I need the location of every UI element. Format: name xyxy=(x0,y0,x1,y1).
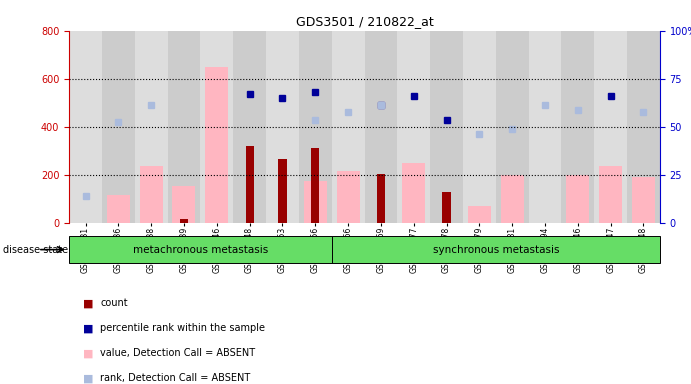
Bar xyxy=(107,195,130,223)
Bar xyxy=(173,185,196,223)
Bar xyxy=(594,31,627,223)
Bar xyxy=(463,31,495,223)
Bar xyxy=(364,31,397,223)
Bar xyxy=(102,31,135,223)
Text: value, Detection Call = ABSENT: value, Detection Call = ABSENT xyxy=(100,348,255,358)
Text: ■: ■ xyxy=(83,373,93,383)
Bar xyxy=(299,31,332,223)
Bar xyxy=(140,166,162,223)
Bar xyxy=(501,175,524,223)
FancyBboxPatch shape xyxy=(69,236,332,263)
Bar xyxy=(205,67,228,223)
Bar xyxy=(69,31,102,223)
Text: synchronous metastasis: synchronous metastasis xyxy=(433,245,559,255)
Bar xyxy=(311,148,319,223)
Title: GDS3501 / 210822_at: GDS3501 / 210822_at xyxy=(296,15,433,28)
Text: disease state: disease state xyxy=(3,245,68,255)
Bar xyxy=(233,31,266,223)
Bar xyxy=(561,31,594,223)
Bar xyxy=(468,206,491,223)
Text: metachronous metastasis: metachronous metastasis xyxy=(133,245,268,255)
Text: ■: ■ xyxy=(83,323,93,333)
Bar xyxy=(529,31,561,223)
Bar xyxy=(167,31,200,223)
Text: rank, Detection Call = ABSENT: rank, Detection Call = ABSENT xyxy=(100,373,250,383)
Text: ■: ■ xyxy=(83,348,93,358)
Bar xyxy=(495,31,529,223)
Bar xyxy=(304,181,327,223)
Bar xyxy=(402,163,425,223)
Bar xyxy=(397,31,430,223)
Text: ■: ■ xyxy=(83,298,93,308)
Bar xyxy=(337,171,359,223)
Bar xyxy=(632,177,655,223)
Bar xyxy=(377,174,385,223)
Bar xyxy=(245,146,254,223)
Bar xyxy=(278,159,287,223)
Text: count: count xyxy=(100,298,128,308)
Bar xyxy=(442,192,451,223)
Bar xyxy=(567,175,589,223)
FancyBboxPatch shape xyxy=(332,236,660,263)
Bar xyxy=(430,31,463,223)
Bar xyxy=(332,31,364,223)
Bar xyxy=(200,31,233,223)
Bar xyxy=(135,31,167,223)
Text: percentile rank within the sample: percentile rank within the sample xyxy=(100,323,265,333)
Bar xyxy=(180,219,188,223)
Bar xyxy=(266,31,299,223)
Bar xyxy=(599,166,622,223)
Bar xyxy=(627,31,660,223)
